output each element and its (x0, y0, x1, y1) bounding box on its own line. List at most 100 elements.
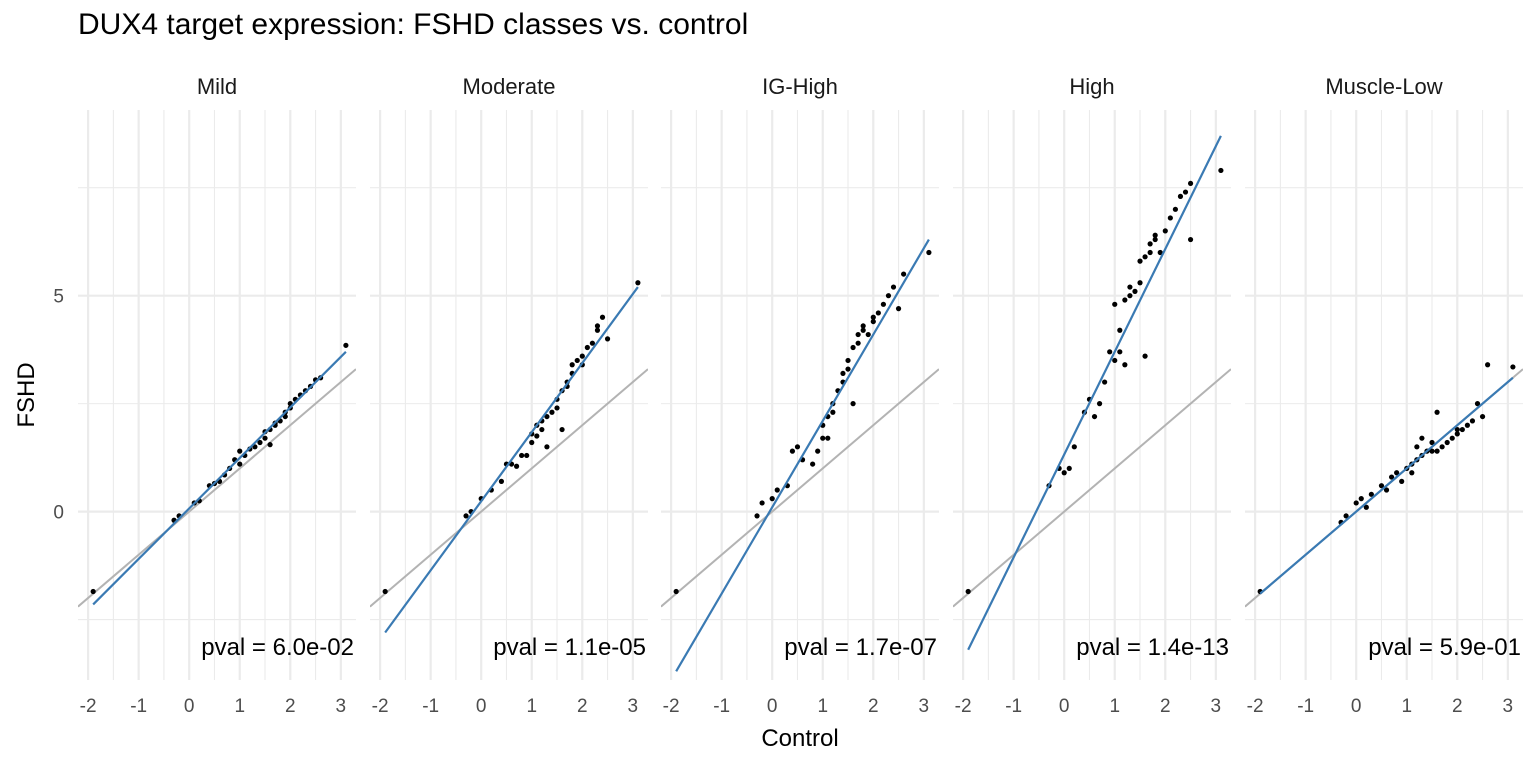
x-tick-label: 3 (919, 696, 930, 717)
data-point (1132, 288, 1138, 294)
x-tick-label: 0 (1059, 696, 1070, 717)
data-point (673, 588, 679, 595)
facet-plot-area (1245, 362, 1523, 608)
data-point (810, 461, 816, 467)
data-point (1091, 413, 1098, 420)
data-point (794, 444, 801, 450)
data-point (1439, 444, 1445, 450)
data-point (860, 327, 866, 333)
x-tick-label: 1 (526, 696, 537, 717)
data-point (901, 271, 907, 277)
x-tick-label: 2 (868, 696, 879, 717)
data-point (262, 435, 268, 441)
x-tick-label: -2 (955, 696, 972, 717)
x-tick-label: -1 (1005, 696, 1022, 717)
data-point (237, 461, 243, 467)
x-tick-label: 0 (767, 696, 778, 717)
fit-line (1259, 376, 1514, 595)
x-tick-label: 0 (476, 696, 487, 717)
data-point (855, 340, 861, 346)
data-point (1353, 500, 1359, 506)
data-point (825, 435, 831, 441)
facet-panel: Muscle-Low -2 -1 0 1 2 3 pval = 5.9e-01 (1245, 74, 1523, 717)
data-point (1147, 249, 1153, 256)
data-point (1071, 444, 1077, 450)
x-tick-label: 2 (1160, 696, 1171, 717)
data-point (1152, 232, 1158, 238)
facet-panel: Mild -2 -1 0 1 2 3 pval = 6.0e-02 (78, 74, 356, 717)
x-tick-label: 0 (1351, 696, 1362, 717)
data-point (1459, 426, 1465, 433)
data-point (1474, 401, 1481, 407)
x-axis-title: Control (761, 725, 838, 752)
reference-line (78, 368, 356, 608)
data-point (1172, 206, 1178, 212)
data-point (1409, 470, 1415, 476)
x-tick-label: -2 (1247, 696, 1264, 717)
facet-strip-label: Muscle-Low (1325, 74, 1442, 99)
reference-line (370, 368, 648, 608)
data-point (1122, 297, 1128, 303)
facet-strip-label: Moderate (463, 74, 556, 99)
data-point (840, 370, 846, 377)
data-point (1167, 215, 1173, 221)
data-point (1454, 431, 1460, 437)
data-point (926, 249, 932, 256)
data-point (584, 344, 590, 351)
x-tick-label: 2 (577, 696, 588, 717)
data-point (544, 413, 550, 420)
x-tick-label: 3 (1211, 696, 1222, 717)
data-point (880, 301, 887, 307)
facet-plot-area (953, 135, 1231, 651)
fit-line (675, 238, 930, 672)
data-point (1343, 513, 1349, 519)
data-point (769, 496, 775, 502)
pval-annotation: pval = 1.1e-05 (493, 634, 646, 661)
x-tick-label: 3 (336, 696, 347, 717)
facet-strip-label: IG-High (762, 74, 838, 99)
x-tick-label: -2 (80, 696, 97, 717)
data-point (830, 409, 836, 415)
data-point (1469, 418, 1476, 424)
pval-annotation: pval = 1.7e-07 (784, 634, 937, 661)
data-point (1102, 379, 1108, 385)
pval-annotation: pval = 5.9e-01 (1368, 634, 1521, 661)
data-point (1127, 293, 1133, 299)
data-point (579, 353, 585, 359)
data-point (498, 478, 505, 484)
data-point (850, 344, 856, 351)
y-axis-title: FSHD (13, 362, 40, 427)
facet-panel: Moderate -2 -1 0 1 2 3 pval = 1.1e-05 (370, 74, 648, 717)
data-point (343, 342, 349, 348)
data-point (850, 401, 856, 407)
data-point (1112, 301, 1118, 307)
data-point (1117, 349, 1123, 355)
data-point (895, 306, 902, 312)
data-point (1122, 362, 1128, 368)
data-point (1137, 280, 1143, 286)
data-point (1454, 426, 1460, 433)
data-point (90, 588, 96, 595)
data-point (865, 331, 871, 338)
data-point (759, 500, 765, 506)
x-tick-label: 0 (184, 696, 195, 717)
data-point (845, 366, 851, 372)
data-point (1414, 444, 1420, 450)
data-point (237, 448, 243, 454)
data-point (1429, 448, 1435, 454)
data-point (1117, 327, 1123, 333)
data-point (890, 284, 897, 290)
data-point (1419, 435, 1425, 441)
data-point (1429, 439, 1435, 446)
data-point (524, 452, 530, 459)
data-point (1157, 249, 1163, 256)
panels-layer: 0 5 Mild -2 -1 0 1 2 3 pval = 6.0e-02 Moderate -2 -1… (53, 74, 1523, 717)
pval-annotation: pval = 1.4e-13 (1076, 634, 1229, 661)
data-point (1383, 487, 1390, 493)
data-point (965, 588, 971, 595)
data-point (513, 463, 520, 469)
data-point (1479, 413, 1486, 420)
fit-line (967, 135, 1222, 651)
data-point (1112, 357, 1118, 364)
